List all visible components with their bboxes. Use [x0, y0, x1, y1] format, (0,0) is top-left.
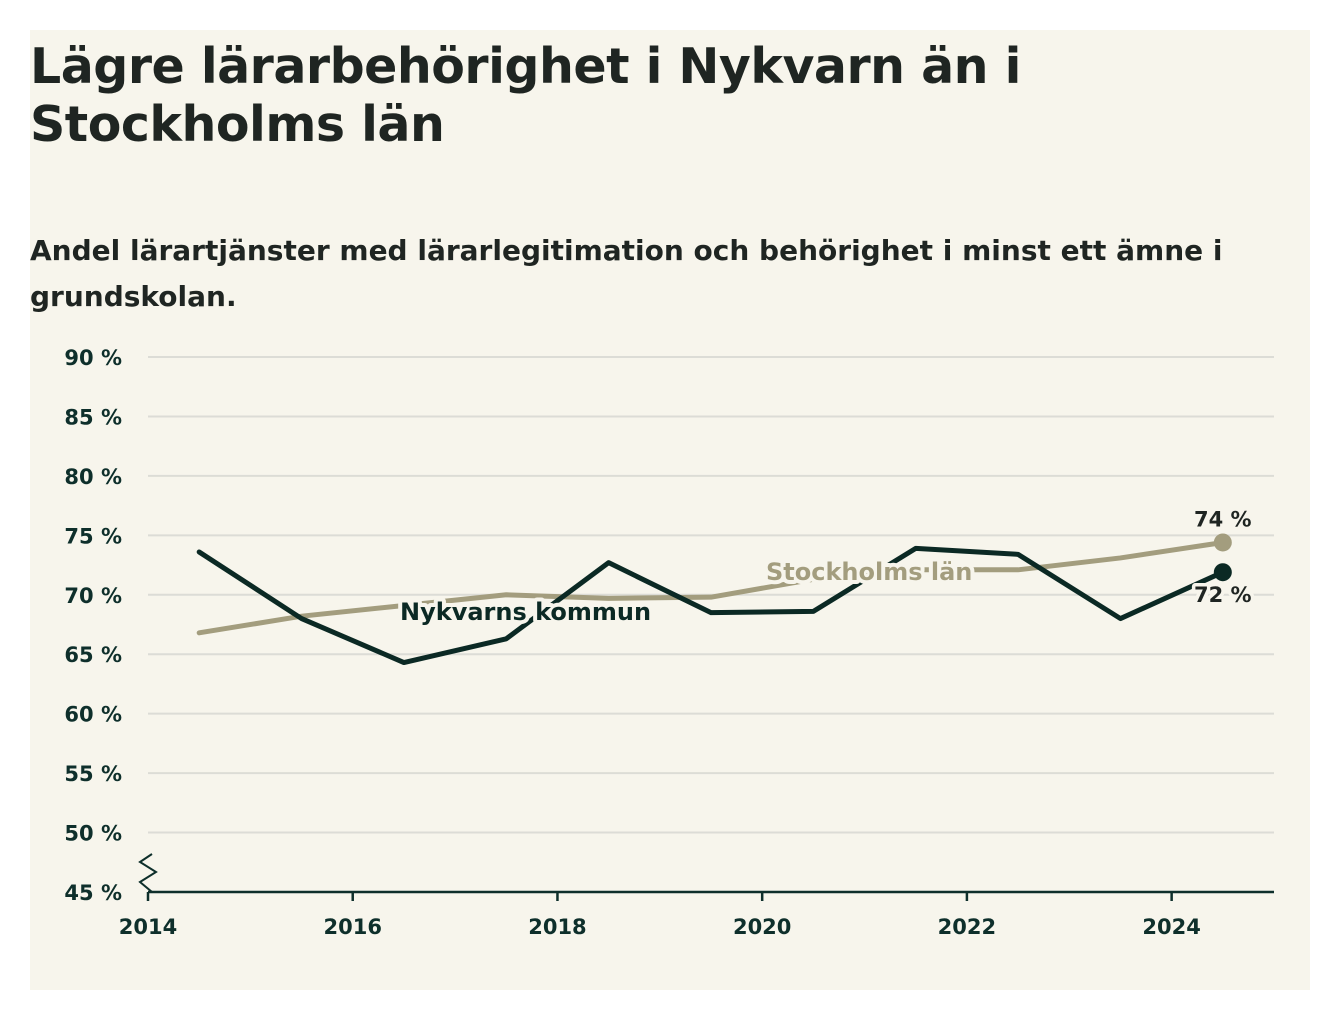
series-line-stockholms-lan [196, 539, 1226, 636]
line-chart: 45 % 50 % 55 % 60 % 65 % 70 % 75 % 80 % 85 % 90 %… [64, 346, 1274, 939]
value-label-stockholms-lan: 74 % [1194, 507, 1252, 531]
value-label-nykvarns-kommun: 72 % [1194, 583, 1252, 607]
y-tick-label: 75 % [64, 524, 122, 548]
y-tick-label: 50 % [64, 822, 122, 846]
end-point-stockholms-lan [1213, 533, 1232, 552]
x-tick-label: 2024 [1142, 915, 1200, 939]
x-tick-label: 2014 [119, 915, 177, 939]
end-point-nykvarns-kommun [1213, 563, 1232, 582]
series-line-nykvarns-kommun [196, 545, 1226, 666]
axes: 45 % 50 % 55 % 60 % 65 % 70 % 75 % 80 % 85 % 90 %… [64, 346, 1274, 939]
x-tick-label: 2020 [733, 915, 791, 939]
series-label-nykvarns-kommun: Nykvarns kommun [400, 598, 651, 626]
x-tick-label: 2016 [324, 915, 382, 939]
y-axis-break-mark [138, 853, 158, 893]
series-label-stockholms-lan-halo: Stockholms län [766, 558, 972, 586]
chart-subtitle: Andel lärartjänster med lärarlegitimatio… [30, 234, 1223, 313]
x-tick-label: 2018 [528, 915, 586, 939]
chart-title: Lägre lärarbehörighet i Nykvarn än i Sto… [30, 38, 1021, 153]
y-tick-label: 70 % [64, 584, 122, 608]
series-label-nykvarns-kommun-halo: Nykvarns kommun [400, 598, 651, 626]
value-label-stockholms-lan-halo: 74 % [1194, 507, 1252, 531]
y-tick-label: 45 % [64, 881, 122, 905]
series-label-stockholms-lan: Stockholms län [766, 558, 972, 586]
series-lines [196, 533, 1232, 666]
y-tick-label: 80 % [64, 465, 122, 489]
x-tick-label: 2022 [938, 915, 996, 939]
y-tick-label: 55 % [64, 762, 122, 786]
y-tick-label: 90 % [64, 346, 122, 370]
chart-card: Lägre lärarbehörighet i Nykvarn än i Sto… [30, 30, 1310, 990]
value-label-nykvarns-kommun-halo: 72 % [1194, 583, 1252, 607]
y-tick-label: 85 % [64, 405, 122, 429]
y-tick-label: 65 % [64, 643, 122, 667]
y-tick-label: 60 % [64, 703, 122, 727]
